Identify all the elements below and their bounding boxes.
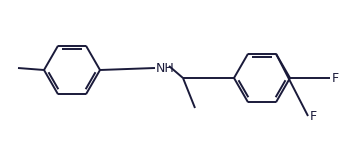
- Text: NH: NH: [156, 63, 175, 75]
- Text: F: F: [310, 110, 317, 123]
- Text: F: F: [332, 72, 339, 84]
